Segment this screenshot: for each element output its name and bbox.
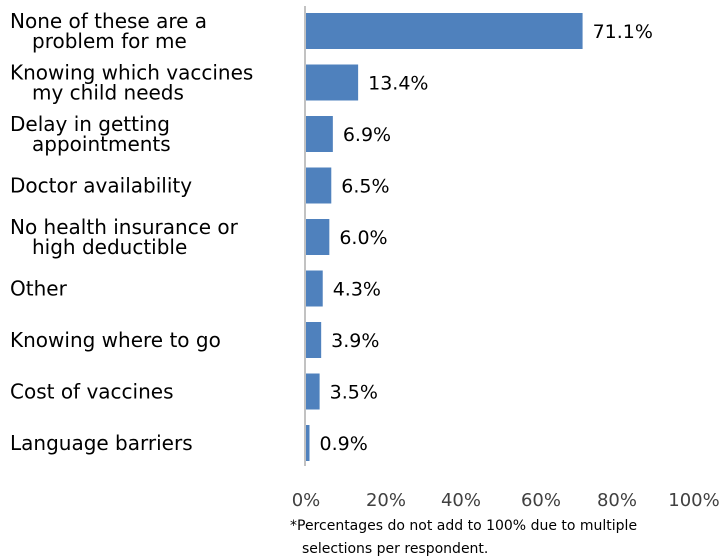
x-tick-label-1: 20% [366,490,406,511]
data-labels-layer: 71.1% 13.4% 6.9% 6.5% 6.0% 4.3% 3.9% 3.5% 0.9% [320,21,653,455]
data-label-2: 6.9% [343,124,391,146]
bar-5 [306,270,323,307]
category-label-1-line-1: my child needs [32,81,184,105]
bar-6 [306,322,322,358]
x-tick-label-5: 100% [668,490,719,511]
category-label-3-line-0: Doctor availability [10,174,192,198]
category-label-3: Doctor availability [10,174,192,198]
data-label-3: 6.5% [341,176,389,198]
category-label-5: Other [10,277,68,301]
data-label-0: 71.1% [593,21,653,43]
data-label-5: 4.3% [333,279,381,301]
category-label-2-line-0: Delay in getting [10,112,170,136]
category-labels-layer: None of these are a problem for me Knowing… [10,9,253,455]
category-label-0-line-1: problem for me [32,29,187,53]
category-label-6-line-0: Knowing where to go [10,328,221,352]
category-label-0-line-0: None of these are a [10,9,207,33]
x-tick-label-3: 60% [521,490,561,511]
x-axis-ticks-layer: 0% 20% 40% 60% 80% 100% [292,490,720,511]
bar-0 [306,13,583,49]
bar-1 [306,64,359,101]
category-label-1: Knowing which vaccines my child needs [10,61,253,105]
bars-layer [306,13,583,461]
category-label-7-line-0: Cost of vaccines [10,380,174,404]
data-label-6: 3.9% [331,330,379,352]
bar-4 [306,219,330,255]
bar-7 [306,373,320,410]
data-label-7: 3.5% [330,382,378,404]
x-tick-label-2: 40% [441,490,481,511]
category-label-4-line-0: No health insurance or [10,215,239,239]
category-label-1-line-0: Knowing which vaccines [10,61,253,85]
category-label-5-line-0: Other [10,277,68,301]
x-tick-label-4: 80% [597,490,637,511]
category-label-2: Delay in getting appointments [10,112,171,156]
category-label-4: No health insurance or high deductible [10,215,239,259]
category-label-8-line-0: Language barriers [10,431,193,455]
bar-8 [306,425,310,461]
category-label-6: Knowing where to go [10,328,221,352]
bar-3 [306,167,332,204]
footnote-line-1: *Percentages do not add to 100% due to m… [290,518,637,534]
category-label-4-line-1: high deductible [32,235,187,259]
category-label-0: None of these are a problem for me [10,9,207,53]
footnote-line-2: selections per respondent. [302,541,488,557]
category-label-8: Language barriers [10,431,193,455]
data-label-8: 0.9% [320,433,368,455]
data-label-1: 13.4% [368,73,428,95]
bar-2 [306,116,333,152]
data-label-4: 6.0% [339,227,387,249]
category-label-7: Cost of vaccines [10,380,174,404]
category-label-2-line-1: appointments [32,132,171,156]
x-tick-label-0: 0% [292,490,321,511]
